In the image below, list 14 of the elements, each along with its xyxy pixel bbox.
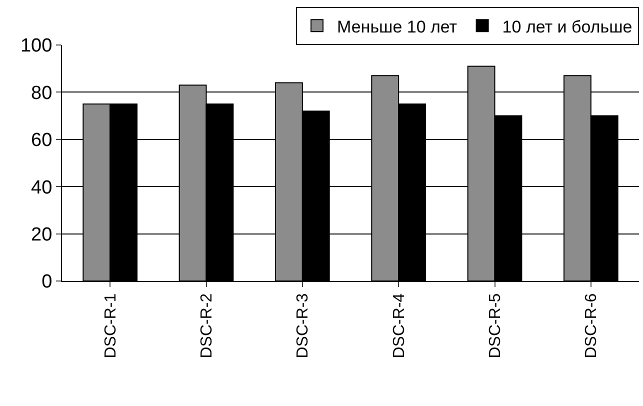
x-tick-label: DSC-R-1 xyxy=(102,293,120,358)
y-tick-label: 80 xyxy=(31,82,52,104)
x-tick-label: DSC-R-5 xyxy=(486,293,504,358)
y-tick-label: 100 xyxy=(20,36,52,57)
y-tick-label: 0 xyxy=(42,272,52,293)
x-tick-label: DSC-R-4 xyxy=(390,293,408,358)
legend-label: 10 лет и больше xyxy=(502,17,632,36)
legend-label: Меньше 10 лет xyxy=(337,17,458,36)
x-tick-label: DSC-R-2 xyxy=(198,293,216,358)
x-tick-label: DSC-R-3 xyxy=(294,293,312,358)
y-tick-label: 20 xyxy=(31,224,52,246)
x-tick-label: DSC-R-6 xyxy=(583,293,600,358)
y-tick-label: 40 xyxy=(31,177,52,198)
y-tick-label: 60 xyxy=(31,130,52,152)
